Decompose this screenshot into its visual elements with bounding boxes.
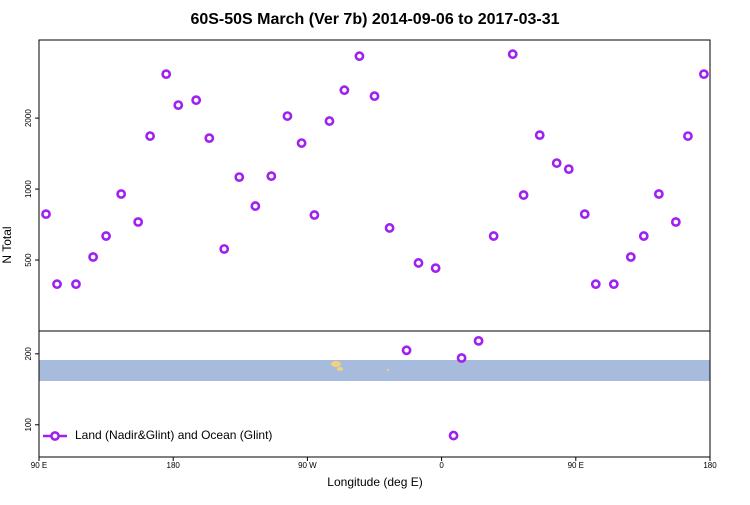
y-tick-label: 100 [24, 418, 33, 432]
point [430, 263, 441, 274]
point [41, 209, 51, 220]
point [145, 131, 155, 141]
point [507, 49, 518, 60]
point [52, 279, 62, 290]
y-tick-label: 1000 [24, 180, 33, 198]
point [133, 217, 144, 227]
point [116, 189, 127, 199]
y-tick-label: 500 [24, 253, 33, 267]
point [161, 69, 172, 80]
point [653, 189, 664, 199]
point [296, 138, 307, 148]
x-tick-label: 180 [167, 461, 181, 470]
x-tick-label: 90 E [31, 461, 47, 470]
point [369, 91, 380, 102]
point [339, 85, 350, 96]
point [518, 190, 529, 200]
chart-title: 60S-50S March (Ver 7b) 2014-09-06 to 201… [190, 11, 559, 28]
y-tick-label: 200 [24, 347, 33, 361]
point [266, 171, 277, 182]
point [204, 133, 215, 144]
point [534, 130, 545, 141]
point [384, 223, 395, 233]
point [324, 116, 335, 126]
map-strip [39, 360, 710, 381]
x-axis-label: Longitude (deg E) [327, 475, 422, 489]
point [191, 95, 202, 106]
point [625, 252, 636, 262]
point [282, 111, 293, 121]
point [579, 209, 590, 220]
point [413, 258, 424, 268]
point [448, 430, 459, 441]
x-tick-label: 90 W [298, 461, 317, 470]
point [173, 100, 184, 111]
point [488, 231, 499, 241]
x-tick-label: 180 [703, 461, 717, 470]
point [670, 217, 681, 227]
point [309, 210, 320, 220]
land [331, 361, 341, 367]
point [473, 335, 484, 346]
land [337, 367, 343, 371]
point [101, 231, 111, 241]
point [354, 51, 365, 62]
point [551, 158, 562, 168]
plot-frame [38, 39, 711, 458]
point [456, 353, 467, 363]
point [234, 172, 245, 183]
point [71, 279, 81, 290]
point [608, 279, 619, 290]
legend-marker [50, 431, 60, 441]
y-axis-label: N Total [0, 226, 14, 263]
point [590, 279, 601, 290]
point [698, 69, 709, 80]
point [250, 201, 261, 211]
point [88, 252, 99, 262]
x-tick-label: 90 E [568, 461, 584, 470]
point [219, 244, 230, 254]
land [387, 369, 389, 371]
point [683, 131, 693, 141]
point [401, 345, 412, 356]
x-tick-label: 0 [439, 461, 444, 470]
y-tick-label: 2000 [24, 109, 33, 127]
legend-label: Land (Nadir&Glint) and Ocean (Glint) [75, 428, 272, 442]
point [638, 231, 649, 241]
point [563, 164, 574, 175]
